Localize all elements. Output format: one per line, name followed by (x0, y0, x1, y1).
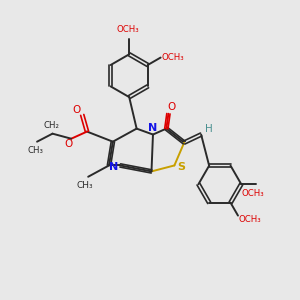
Text: O: O (167, 102, 175, 112)
Text: OCH₃: OCH₃ (238, 215, 261, 224)
Text: O: O (64, 139, 72, 149)
Text: OCH₃: OCH₃ (162, 53, 184, 62)
Text: N: N (109, 162, 119, 172)
Text: H: H (205, 124, 212, 134)
Text: CH₃: CH₃ (28, 146, 43, 154)
Text: CH₃: CH₃ (76, 181, 93, 190)
Text: OCH₃: OCH₃ (242, 189, 265, 198)
Text: CH₂: CH₂ (43, 121, 59, 130)
Text: OCH₃: OCH₃ (116, 26, 139, 34)
Text: S: S (177, 162, 185, 172)
Text: O: O (73, 105, 81, 115)
Text: N: N (148, 123, 158, 133)
